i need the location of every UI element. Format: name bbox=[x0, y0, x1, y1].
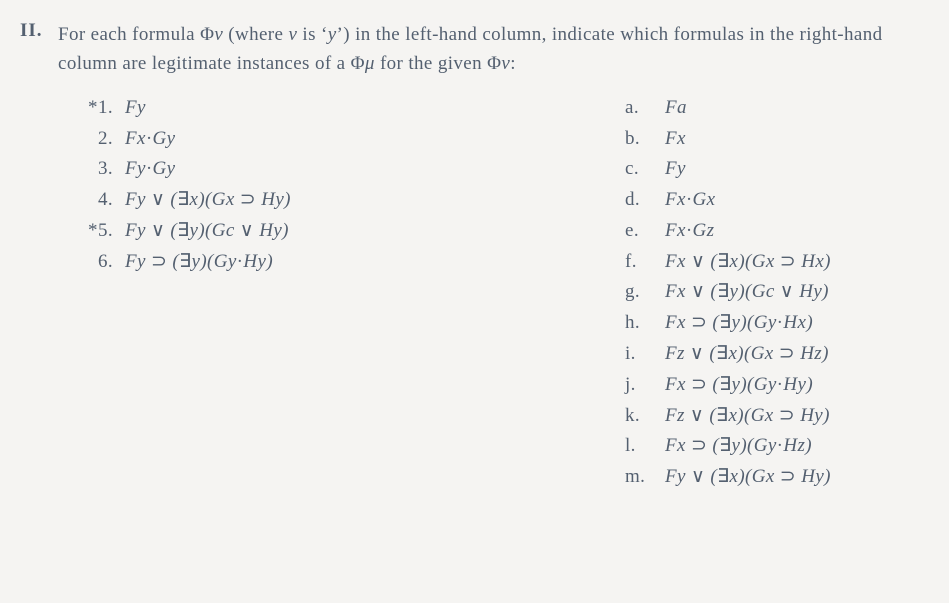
item-formula: Fx·Gy bbox=[125, 124, 175, 155]
columns: *1. Fy 2. Fx·Gy 3. Fy·Gy 4. Fy ∨ (∃x)(Gx… bbox=[20, 93, 919, 493]
right-item: h. Fx ⊃ (∃y)(Gy·Hx) bbox=[625, 308, 919, 339]
heading-text: For each formula Φν (where ν is ‘y’) in … bbox=[58, 20, 919, 79]
left-item: 2. Fx·Gy bbox=[75, 124, 625, 155]
right-item: f. Fx ∨ (∃x)(Gx ⊃ Hx) bbox=[625, 247, 919, 278]
right-item: b. Fx bbox=[625, 124, 919, 155]
item-label: h. bbox=[625, 308, 665, 339]
right-column: a. Fa b. Fx c. Fy d. Fx·Gx e. Fx·Gz f. F… bbox=[625, 93, 919, 493]
item-label: 2. bbox=[75, 124, 125, 155]
right-item: m. Fy ∨ (∃x)(Gx ⊃ Hy) bbox=[625, 462, 919, 493]
section-heading: II. For each formula Φν (where ν is ‘y’)… bbox=[20, 20, 919, 79]
item-label: d. bbox=[625, 185, 665, 216]
item-label: b. bbox=[625, 124, 665, 155]
item-label: k. bbox=[625, 401, 665, 432]
item-formula: Fz ∨ (∃x)(Gx ⊃ Hy) bbox=[665, 401, 830, 432]
item-formula: Fx ∨ (∃x)(Gx ⊃ Hx) bbox=[665, 247, 831, 278]
item-formula: Fx bbox=[665, 124, 686, 155]
right-item: l. Fx ⊃ (∃y)(Gy·Hz) bbox=[625, 431, 919, 462]
left-item: *1. Fy bbox=[75, 93, 625, 124]
item-formula: Fy ⊃ (∃y)(Gy·Hy) bbox=[125, 247, 273, 278]
item-label: f. bbox=[625, 247, 665, 278]
heading-label: II. bbox=[20, 20, 58, 42]
item-label: m. bbox=[625, 462, 665, 493]
right-item: d. Fx·Gx bbox=[625, 185, 919, 216]
item-label: 6. bbox=[75, 247, 125, 278]
item-formula: Fy ∨ (∃x)(Gx ⊃ Hy) bbox=[125, 185, 291, 216]
item-label: *1. bbox=[75, 93, 125, 124]
item-formula: Fx ∨ (∃y)(Gc ∨ Hy) bbox=[665, 277, 829, 308]
item-label: 4. bbox=[75, 185, 125, 216]
item-formula: Fy ∨ (∃x)(Gx ⊃ Hy) bbox=[665, 462, 831, 493]
right-item: g. Fx ∨ (∃y)(Gc ∨ Hy) bbox=[625, 277, 919, 308]
page: II. For each formula Φν (where ν is ‘y’)… bbox=[0, 0, 949, 513]
item-formula: Fx·Gz bbox=[665, 216, 714, 247]
right-item: i. Fz ∨ (∃x)(Gx ⊃ Hz) bbox=[625, 339, 919, 370]
item-formula: Fy ∨ (∃y)(Gc ∨ Hy) bbox=[125, 216, 289, 247]
left-item: *5. Fy ∨ (∃y)(Gc ∨ Hy) bbox=[75, 216, 625, 247]
item-formula: Fy·Gy bbox=[125, 154, 175, 185]
item-label: a. bbox=[625, 93, 665, 124]
right-item: c. Fy bbox=[625, 154, 919, 185]
item-formula: Fx·Gx bbox=[665, 185, 715, 216]
left-column: *1. Fy 2. Fx·Gy 3. Fy·Gy 4. Fy ∨ (∃x)(Gx… bbox=[75, 93, 625, 493]
item-formula: Fz ∨ (∃x)(Gx ⊃ Hz) bbox=[665, 339, 829, 370]
item-formula: Fx ⊃ (∃y)(Gy·Hx) bbox=[665, 308, 813, 339]
item-label: i. bbox=[625, 339, 665, 370]
right-item: e. Fx·Gz bbox=[625, 216, 919, 247]
left-item: 4. Fy ∨ (∃x)(Gx ⊃ Hy) bbox=[75, 185, 625, 216]
left-item: 3. Fy·Gy bbox=[75, 154, 625, 185]
left-item: 6. Fy ⊃ (∃y)(Gy·Hy) bbox=[75, 247, 625, 278]
item-formula: Fa bbox=[665, 93, 687, 124]
item-label: c. bbox=[625, 154, 665, 185]
item-label: 3. bbox=[75, 154, 125, 185]
item-label: l. bbox=[625, 431, 665, 462]
right-item: k. Fz ∨ (∃x)(Gx ⊃ Hy) bbox=[625, 401, 919, 432]
item-formula: Fx ⊃ (∃y)(Gy·Hz) bbox=[665, 431, 812, 462]
item-label: e. bbox=[625, 216, 665, 247]
item-formula: Fy bbox=[125, 93, 146, 124]
right-item: a. Fa bbox=[625, 93, 919, 124]
item-label: j. bbox=[625, 370, 665, 401]
item-formula: Fy bbox=[665, 154, 686, 185]
item-label: g. bbox=[625, 277, 665, 308]
item-formula: Fx ⊃ (∃y)(Gy·Hy) bbox=[665, 370, 813, 401]
item-label: *5. bbox=[75, 216, 125, 247]
right-item: j. Fx ⊃ (∃y)(Gy·Hy) bbox=[625, 370, 919, 401]
